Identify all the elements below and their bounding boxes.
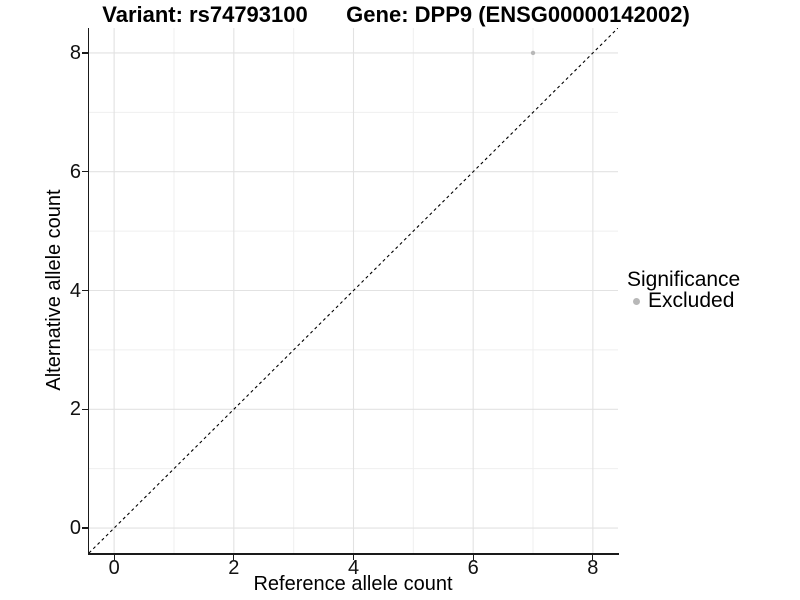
y-axis-title: Alternative allele count [43, 189, 65, 391]
x-tick-mark [113, 554, 115, 560]
y-tick-label: 2 [69, 398, 81, 421]
x-tick-mark [352, 554, 355, 560]
plot-panel [89, 28, 618, 553]
y-tick-label: 4 [69, 279, 81, 302]
y-tick-mark [82, 527, 88, 529]
legend-item-label: Excluded [648, 289, 735, 312]
y-tick-mark [82, 289, 88, 292]
legend-item-excluded: Excluded [627, 290, 740, 312]
x-axis-title: Reference allele count [253, 573, 453, 595]
x-tick-mark [233, 554, 235, 560]
y-tick-label: 8 [69, 41, 81, 64]
y-tick-label: 6 [69, 160, 81, 183]
y-axis-line [87, 28, 89, 555]
x-tick-label: 0 [108, 557, 120, 579]
y-tick-mark [82, 52, 88, 54]
y-tick-mark [82, 171, 88, 173]
variant-title: Variant: rs74793100 [102, 2, 308, 27]
gene-title: Gene: DPP9 (ENSG00000142002) [346, 2, 690, 27]
x-axis-line [87, 553, 619, 555]
x-tick-mark [472, 554, 474, 560]
x-tick-mark [592, 554, 594, 560]
x-tick-label: 2 [228, 557, 240, 579]
x-tick-label: 6 [467, 557, 479, 579]
plot-canvas [89, 28, 618, 553]
x-tick-label: 4 [347, 557, 360, 579]
y-tick-mark [82, 408, 88, 410]
identity-dashed-line [89, 28, 618, 553]
data-point [530, 50, 536, 56]
excluded-point-icon [633, 297, 640, 305]
x-tick-label: 8 [587, 557, 599, 579]
legend-title: Significance [627, 268, 741, 291]
y-tick-label: 0 [69, 517, 81, 540]
legend: Significance Excluded [627, 268, 741, 312]
